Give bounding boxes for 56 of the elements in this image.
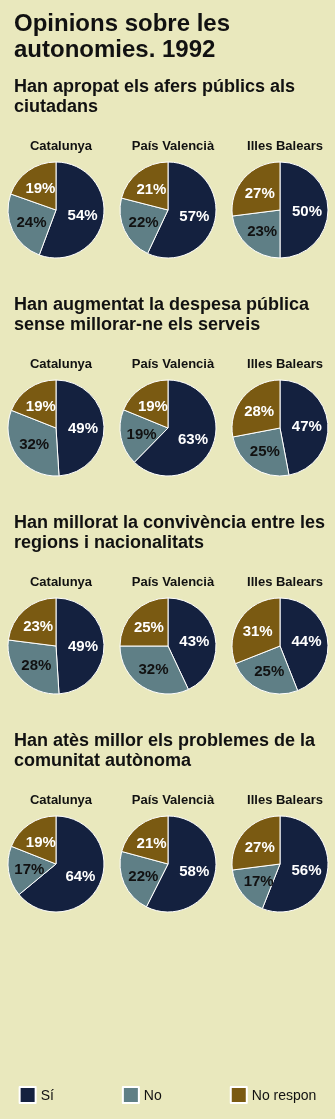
slice-label: País Valencià bbox=[131, 574, 215, 589]
data-label: 23% bbox=[23, 617, 54, 635]
chart-title: Opinions sobre les autonomies. 1992 bbox=[14, 9, 232, 62]
text: Han millorat la convivència entre les regions i nacionalitats bbox=[14, 512, 327, 552]
slice-label: Illes Balears bbox=[247, 792, 323, 807]
data-label: 19% bbox=[25, 179, 56, 197]
text: Han atès millor els problemes de la comunitat autònoma bbox=[14, 730, 317, 770]
data-label: 19% bbox=[137, 397, 168, 415]
data-label: 19% bbox=[25, 833, 56, 851]
data-label: 28% bbox=[21, 655, 52, 673]
slice-label: Catalunya bbox=[29, 574, 93, 589]
data-label: 17% bbox=[243, 872, 274, 890]
data-label: 25% bbox=[133, 618, 164, 636]
data-label: 32% bbox=[19, 435, 50, 453]
data-label: 44% bbox=[291, 632, 322, 650]
data-label: 23% bbox=[247, 221, 278, 239]
data-label: 31% bbox=[242, 622, 273, 640]
legend-label: No bbox=[143, 1087, 162, 1103]
data-label: 49% bbox=[67, 418, 98, 436]
legend-label: No respon bbox=[251, 1087, 317, 1103]
slice-label: Catalunya bbox=[29, 138, 93, 153]
data-label: 25% bbox=[254, 662, 285, 680]
data-label: 17% bbox=[14, 859, 45, 877]
data-label: 47% bbox=[291, 416, 322, 434]
data-label: 19% bbox=[25, 397, 56, 415]
data-label: 32% bbox=[138, 660, 169, 678]
text: Han augmentat la despesa pública sense millorar-ne els serveis bbox=[14, 294, 311, 334]
data-label: 21% bbox=[136, 834, 167, 852]
data-label: 22% bbox=[128, 866, 159, 884]
data-label: 56% bbox=[291, 860, 322, 878]
data-label: 54% bbox=[67, 206, 98, 224]
data-label: 27% bbox=[244, 183, 275, 201]
data-label: 21% bbox=[136, 180, 167, 198]
legend-label: Sí bbox=[40, 1087, 54, 1103]
data-label: 57% bbox=[179, 207, 210, 225]
slice-label: País Valencià bbox=[131, 792, 215, 807]
text: Han apropat els afers públics als ciutadans bbox=[14, 76, 297, 116]
data-label: 64% bbox=[65, 867, 96, 884]
slice-label: País Valencià bbox=[131, 138, 215, 153]
data-label: 28% bbox=[244, 402, 275, 420]
data-label: 58% bbox=[179, 861, 210, 879]
slice-label: Catalunya bbox=[29, 356, 93, 371]
slice-label: Illes Balears bbox=[247, 574, 323, 589]
data-label: 27% bbox=[244, 837, 275, 855]
data-label: 24% bbox=[16, 212, 47, 230]
data-label: 43% bbox=[179, 631, 210, 649]
data-label: 22% bbox=[128, 213, 159, 230]
slice-label: Illes Balears bbox=[247, 356, 323, 371]
data-label: 19% bbox=[126, 424, 157, 442]
data-label: 49% bbox=[67, 636, 98, 654]
data-label: 50% bbox=[291, 201, 323, 219]
slice-label: País Valencià bbox=[131, 356, 215, 371]
data-label: 63% bbox=[177, 429, 208, 447]
slice-label: Catalunya bbox=[29, 792, 93, 807]
data-label: 25% bbox=[249, 441, 280, 459]
slice-label: Illes Balears bbox=[247, 138, 323, 153]
